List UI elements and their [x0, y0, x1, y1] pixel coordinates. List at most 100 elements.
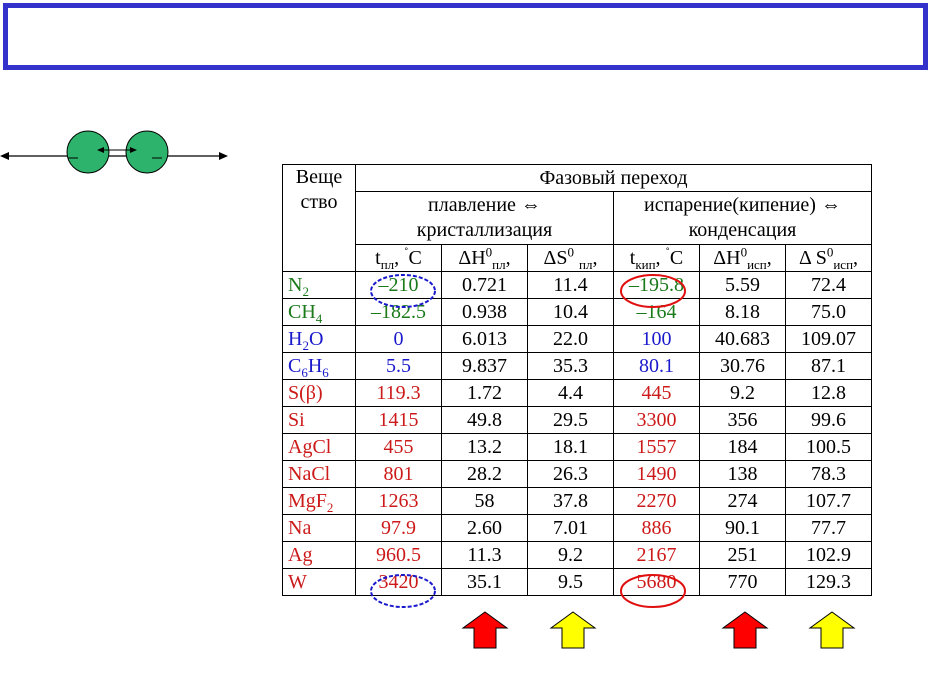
boiling-header: испарение(кипение) ⇔ конденсация — [613, 191, 872, 245]
cell-ds-boil: 72.4 — [785, 271, 872, 299]
arrow-row — [461, 611, 856, 649]
cell-t-boil: 886 — [613, 514, 700, 542]
ds-melt-header: ΔS0 пл, — [527, 244, 614, 272]
substance-header-label: Веще ство — [295, 166, 343, 213]
cell-t-melt: 960.5 — [355, 541, 442, 569]
cell-t-melt: 455 — [355, 433, 442, 461]
table-row: C6H6 5.5 9.837 35.3 80.1 30.76 87.1 — [282, 352, 872, 380]
melting-header: плавление ⇔ кристаллизация — [355, 191, 614, 245]
table-row: W 3420 35.1 9.5 5680 770 129.3 — [282, 568, 872, 596]
cell-ds-melt: 4.4 — [527, 379, 614, 407]
cell-name: AgCl — [282, 433, 356, 461]
left-arrowhead — [0, 152, 9, 160]
cell-t-boil: 80.1 — [613, 352, 700, 380]
cell-dh-melt: 0.721 — [441, 271, 528, 299]
cell-name: NaCl — [282, 460, 356, 488]
cell-t-boil: 445 — [613, 379, 700, 407]
dh-boil-header: ΔH0исп, — [699, 244, 786, 272]
ds-boil-header: Δ S0исп, — [785, 244, 872, 272]
right-atom-circle — [125, 130, 169, 174]
cell-ds-boil: 87.1 — [785, 352, 872, 380]
cell-name: Si — [282, 406, 356, 434]
cell-ds-boil: 99.6 — [785, 406, 872, 434]
cell-dh-boil: 8.18 — [699, 298, 786, 326]
cell-t-melt: –210 — [355, 271, 442, 299]
cell-dh-melt: 6.013 — [441, 325, 528, 353]
cell-t-boil: 3300 — [613, 406, 700, 434]
t-boil-header: tкип, ˚C — [613, 244, 700, 272]
phase-transition-table-wrap: Веще ство Фазовый переход плавление ⇔ кри… — [272, 164, 874, 610]
cell-name: C6H6 — [282, 352, 356, 380]
cell-t-melt: 1263 — [355, 487, 442, 515]
cell-t-boil: –164 — [613, 298, 700, 326]
cell-dh-boil: 274 — [699, 487, 786, 515]
molecule-diagram — [0, 130, 228, 174]
yellow-up-arrow-melt — [549, 611, 597, 649]
cell-name: N2 — [282, 271, 356, 299]
cell-ds-melt: 29.5 — [527, 406, 614, 434]
cell-dh-boil: 40.683 — [699, 325, 786, 353]
table-row: Ag 960.5 11.3 9.2 2167 251 102.9 — [282, 541, 872, 569]
cell-t-boil: –195.8 — [613, 271, 700, 299]
cell-name: Ag — [282, 541, 356, 569]
cell-dh-boil: 770 — [699, 568, 786, 596]
yellow-up-arrow-boil — [808, 611, 856, 649]
cell-t-melt: 97.9 — [355, 514, 442, 542]
dh-melt-header: ΔH0пл, — [441, 244, 528, 272]
cell-t-boil: 2167 — [613, 541, 700, 569]
cell-ds-boil: 129.3 — [785, 568, 872, 596]
cell-ds-boil: 77.7 — [785, 514, 872, 542]
cell-t-boil: 5680 — [613, 568, 700, 596]
cell-dh-melt: 35.1 — [441, 568, 528, 596]
cell-t-boil: 2270 — [613, 487, 700, 515]
cell-dh-melt: 28.2 — [441, 460, 528, 488]
left-atom-circle — [66, 130, 110, 174]
cell-ds-melt: 10.4 — [527, 298, 614, 326]
cell-dh-melt: 1.72 — [441, 379, 528, 407]
right-arrowhead — [219, 152, 228, 160]
cell-dh-melt: 2.60 — [441, 514, 528, 542]
phase-transition-table: Веще ство Фазовый переход плавление ⇔ кри… — [282, 164, 872, 596]
cell-dh-melt: 49.8 — [441, 406, 528, 434]
cell-t-melt: 801 — [355, 460, 442, 488]
cell-ds-melt: 9.5 — [527, 568, 614, 596]
table-row: N2 –210 0.721 11.4 –195.8 5.59 72.4 — [282, 271, 872, 299]
cell-t-melt: 0 — [355, 325, 442, 353]
table-row: AgCl 455 13.2 18.1 1557 184 100.5 — [282, 433, 872, 461]
cell-dh-boil: 184 — [699, 433, 786, 461]
cell-t-boil: 100 — [613, 325, 700, 353]
cell-ds-melt: 22.0 — [527, 325, 614, 353]
cell-t-melt: 119.3 — [355, 379, 442, 407]
cell-ds-boil: 102.9 — [785, 541, 872, 569]
cell-dh-boil: 30.76 — [699, 352, 786, 380]
cell-ds-melt: 18.1 — [527, 433, 614, 461]
cell-dh-boil: 251 — [699, 541, 786, 569]
cell-ds-melt: 26.3 — [527, 460, 614, 488]
cell-dh-melt: 0.938 — [441, 298, 528, 326]
cell-dh-boil: 9.2 — [699, 379, 786, 407]
title-frame — [3, 3, 928, 70]
cell-dh-melt: 58 — [441, 487, 528, 515]
cell-ds-melt: 37.8 — [527, 487, 614, 515]
cell-dh-melt: 11.3 — [441, 541, 528, 569]
cell-t-melt: 3420 — [355, 568, 442, 596]
substance-header: Веще ство — [282, 164, 356, 272]
cell-name: W — [282, 568, 356, 596]
cell-ds-melt: 35.3 — [527, 352, 614, 380]
cell-ds-melt: 7.01 — [527, 514, 614, 542]
table-row: MgF2 1263 58 37.8 2270 274 107.7 — [282, 487, 872, 515]
cell-dh-melt: 9.837 — [441, 352, 528, 380]
cell-ds-boil: 78.3 — [785, 460, 872, 488]
cell-t-boil: 1557 — [613, 433, 700, 461]
cell-t-melt: 1415 — [355, 406, 442, 434]
cell-dh-boil: 138 — [699, 460, 786, 488]
cell-ds-boil: 75.0 — [785, 298, 872, 326]
table-row: Si 1415 49.8 29.5 3300 356 99.6 — [282, 406, 872, 434]
cell-name: Na — [282, 514, 356, 542]
cell-ds-melt: 9.2 — [527, 541, 614, 569]
cell-dh-boil: 90.1 — [699, 514, 786, 542]
cell-dh-boil: 5.59 — [699, 271, 786, 299]
bond-left-arrowhead — [97, 147, 104, 153]
cell-t-melt: –182.5 — [355, 298, 442, 326]
t-melt-header: tпл, ˚C — [355, 244, 442, 272]
